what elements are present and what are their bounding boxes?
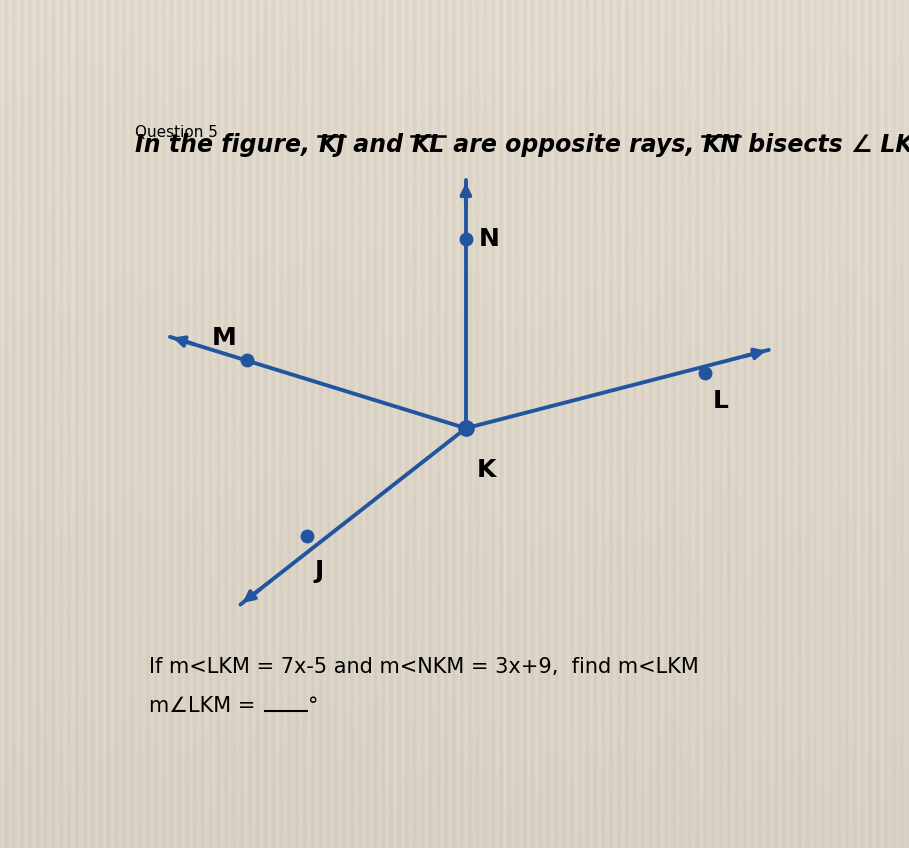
Text: K: K — [476, 458, 495, 482]
Text: N: N — [478, 227, 499, 251]
Text: KL: KL — [411, 133, 445, 157]
Text: L: L — [713, 389, 728, 413]
Text: Question 5: Question 5 — [135, 125, 217, 140]
Text: KJ: KJ — [318, 133, 345, 157]
Text: J: J — [315, 559, 324, 583]
Text: are opposite rays,: are opposite rays, — [445, 133, 703, 157]
Text: M: M — [212, 326, 237, 350]
Text: °: ° — [308, 695, 318, 716]
Text: and: and — [345, 133, 411, 157]
Text: bisects ∠ LKM.: bisects ∠ LKM. — [740, 133, 909, 157]
Text: If m<LKM = 7x-5 and m<NKM = 3x+9,  find m<LKM: If m<LKM = 7x-5 and m<NKM = 3x+9, find m… — [149, 656, 699, 677]
Text: m∠LKM =: m∠LKM = — [149, 695, 262, 716]
Text: In the figure,: In the figure, — [135, 133, 318, 157]
Text: KN: KN — [703, 133, 740, 157]
